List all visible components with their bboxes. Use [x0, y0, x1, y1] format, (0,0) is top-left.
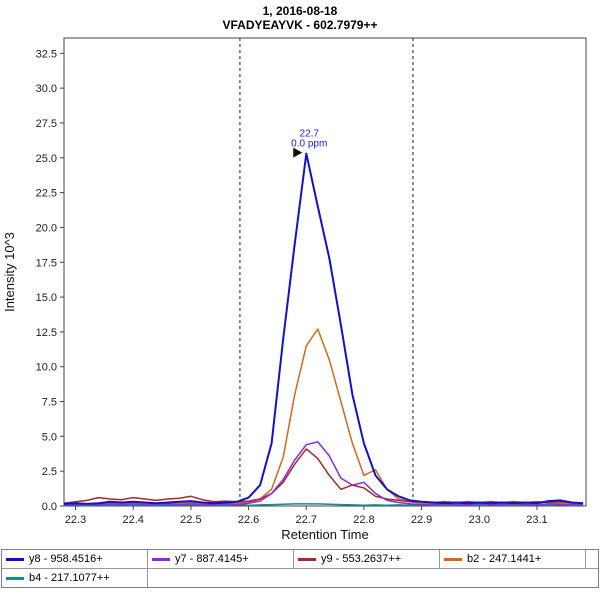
- y-tick-label: 15.0: [36, 292, 57, 304]
- y-tick-label: 27.5: [36, 118, 57, 130]
- y-tick-label: 32.5: [36, 48, 57, 60]
- legend-item-b2: b2 - 247.1441+: [440, 550, 586, 568]
- legend-label: b4 - 217.1077++: [29, 572, 110, 584]
- y-tick-label: 7.5: [42, 397, 57, 409]
- y-tick-label: 20.0: [36, 222, 57, 234]
- x-tick-label: 22.5: [180, 514, 201, 526]
- series-line-y7: [64, 441, 584, 506]
- y-tick-label: 30.0: [36, 83, 57, 95]
- y-tick-label: 10.0: [36, 362, 57, 374]
- y-tick-label: 2.5: [42, 466, 57, 478]
- x-tick-label: 22.6: [238, 514, 259, 526]
- series-line-y8: [63, 152, 584, 505]
- peak-ppm-label: 0.0 ppm: [291, 139, 327, 150]
- chromatogram-plot[interactable]: 0.0 2.5 5.0 7.5 10.0 12.5 15.0 17.5 20.0 22.5 25.0…: [0, 32, 600, 542]
- x-tick-label: 22.7: [296, 514, 317, 526]
- x-tick-label: 22.8: [353, 514, 374, 526]
- y-axis-label: Intensity 10^3: [2, 232, 17, 312]
- x-axis-label: Retention Time: [281, 527, 368, 542]
- legend-label: y7 - 887.4145+: [175, 553, 249, 565]
- legend: y8 - 958.4516+ y7 - 887.4145+ y9 - 553.263…: [1, 549, 599, 588]
- legend-line-swatch: [298, 557, 316, 561]
- plot-area[interactable]: [63, 37, 587, 507]
- legend-row: y8 - 958.4516+ y7 - 887.4145+ y9 - 553.263…: [2, 550, 598, 568]
- legend-row: b4 - 217.1077++: [2, 568, 598, 587]
- legend-item-y8: y8 - 958.4516+: [2, 550, 148, 568]
- peptide-title: VFADYEAYVK - 602.7979++: [222, 18, 378, 32]
- replicate-title: 1, 2016-08-18: [262, 4, 338, 18]
- chart-header: 1, 2016-08-18 VFADYEAYVK - 602.7979++: [0, 0, 600, 32]
- legend-line-swatch: [444, 557, 462, 561]
- y-tick-label: 17.5: [36, 257, 57, 269]
- peak-rt-label: 22.7: [300, 129, 320, 140]
- peak-apex-arrow-icon: [293, 147, 303, 158]
- x-tick-label: 23.1: [526, 514, 547, 526]
- y-tick-label: 12.5: [36, 327, 57, 339]
- legend-line-swatch: [6, 576, 24, 580]
- legend-item-y7: y7 - 887.4145+: [148, 550, 294, 568]
- legend-item-b4: b4 - 217.1077++: [2, 569, 148, 587]
- legend-label: y9 - 553.2637++: [321, 553, 402, 565]
- legend-item-y9: y9 - 553.2637++: [294, 550, 440, 568]
- x-tick-label: 22.4: [123, 514, 144, 526]
- y-tick-label: 0.0: [42, 501, 57, 513]
- x-tick-label: 23.0: [469, 514, 490, 526]
- legend-line-swatch: [6, 557, 24, 561]
- x-tick-label: 22.9: [411, 514, 432, 526]
- x-tick-label: 22.3: [65, 514, 86, 526]
- legend-line-swatch: [152, 557, 170, 561]
- y-tick-label: 25.0: [36, 153, 57, 165]
- y-tick-label: 5.0: [42, 431, 57, 443]
- legend-label: y8 - 958.4516+: [29, 553, 103, 565]
- legend-label: b2 - 247.1441+: [467, 553, 542, 565]
- y-tick-label: 22.5: [36, 188, 57, 200]
